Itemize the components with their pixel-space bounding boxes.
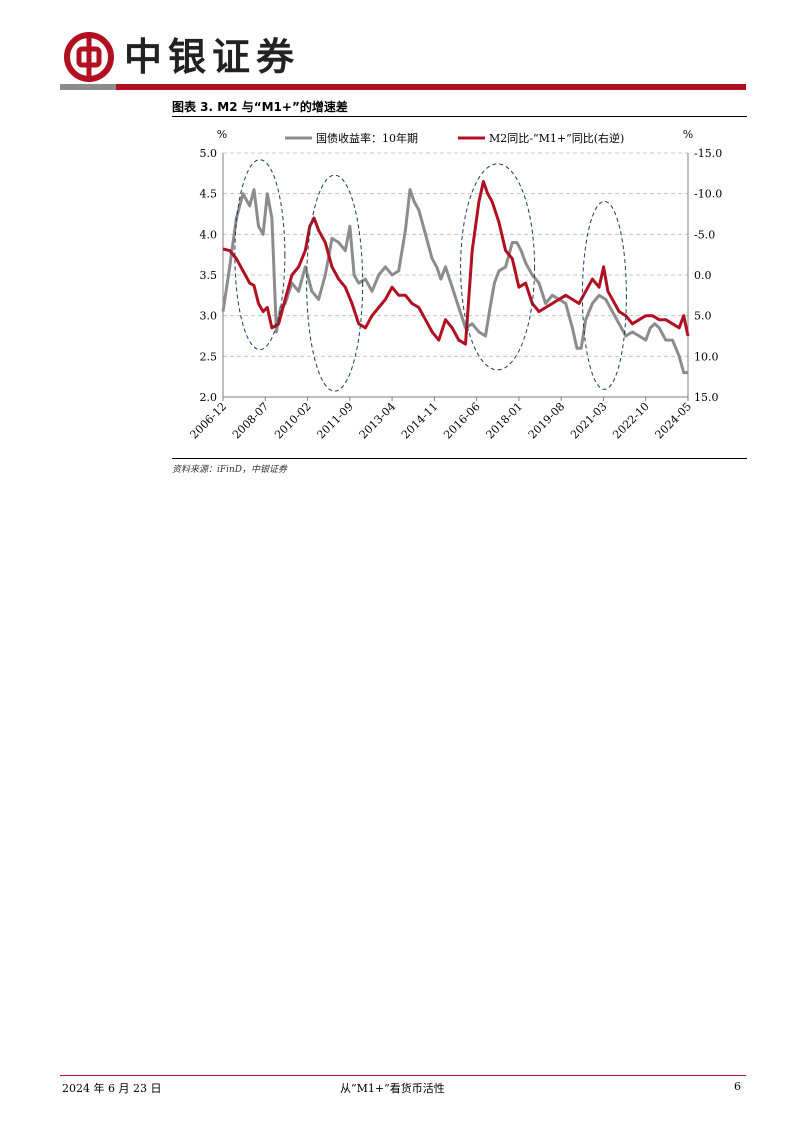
- footer-divider: [60, 1075, 746, 1076]
- left-tick-label: 5.0: [200, 147, 218, 160]
- x-tick-label: 2018-01: [484, 400, 526, 442]
- x-tick-label: 2022-10: [610, 400, 652, 442]
- brand-header: 中银证券: [64, 32, 300, 82]
- figure-bottom-rule: [172, 458, 747, 459]
- right-tick-label: 10.0: [694, 350, 719, 363]
- footer-date: 2024 年 6 月 23 日: [62, 1082, 162, 1095]
- x-tick-label: 2010-02: [272, 400, 314, 442]
- highlight-ellipse: [460, 163, 536, 371]
- highlight-ellipses: [234, 159, 627, 392]
- highlight-ellipse: [306, 174, 364, 392]
- left-tick-label: 4.5: [200, 188, 218, 201]
- series-lines: [221, 180, 690, 375]
- figure-title: 图表 3. M2 与“M1+”的增速差: [172, 100, 348, 114]
- right-tick-label: -10.0: [694, 188, 722, 201]
- legend-label-m2-spread: M2同比-“M1+”同比(右逆): [489, 131, 624, 145]
- figure-source: 资料来源：iFinD，中银证券: [172, 465, 288, 475]
- x-tick-label: 2008-07: [230, 400, 272, 442]
- highlight-ellipse: [234, 159, 286, 351]
- left-tick-label: 3.0: [200, 310, 218, 323]
- x-tick-label: 2013-04: [357, 400, 399, 442]
- x-tick-label: 2021-03: [568, 400, 610, 442]
- series-line-m2-m1plus-spread: [222, 180, 690, 346]
- right-tick-label: 5.0: [694, 310, 712, 323]
- header-divider: [60, 84, 746, 90]
- x-tick-label: 2024-05: [653, 400, 695, 442]
- series-line-bond-yield: [221, 188, 688, 375]
- left-tick-label: 3.5: [200, 269, 218, 282]
- highlight-ellipse: [581, 200, 627, 390]
- chart-legend: 国债收益率：10年期 M2同比-“M1+”同比(右逆): [285, 131, 624, 145]
- x-tick-label: 2006-12: [188, 400, 230, 442]
- title-rule: [172, 116, 747, 117]
- yield-vs-m2-chart: 2.0 2.5 3.0 3.5 4.0 4.5 5.0 -15.0 -10.0 -5.0 0.0 5…: [188, 128, 723, 442]
- legend-label-bond-yield: 国债收益率：10年期: [316, 131, 418, 145]
- right-axis-unit: %: [683, 128, 693, 141]
- left-tick-label: 2.0: [200, 391, 218, 404]
- x-tick-label: 2016-06: [441, 400, 483, 442]
- grid-lines: [223, 152, 688, 357]
- x-tick-label: 2014-11: [399, 400, 441, 442]
- brand-name: 中银证券: [124, 35, 301, 79]
- axes: [222, 153, 689, 398]
- right-tick-label: 0.0: [694, 269, 712, 282]
- page-number: 6: [734, 1080, 741, 1093]
- left-tick-label: 4.0: [200, 228, 218, 241]
- x-tick-label: 2011-09: [314, 400, 356, 442]
- left-axis-ticks: 2.0 2.5 3.0 3.5 4.0 4.5 5.0: [200, 147, 218, 404]
- x-tick-label: 2019-08: [526, 400, 568, 442]
- footer-doc-title: 从“M1+”看货币活性: [340, 1082, 445, 1095]
- left-axis-unit: %: [217, 128, 227, 141]
- right-tick-label: -15.0: [694, 147, 722, 160]
- right-tick-label: -5.0: [694, 228, 715, 241]
- bank-of-china-logo-icon: [64, 32, 114, 82]
- right-tick-label: 15.0: [694, 391, 719, 404]
- left-tick-label: 2.5: [200, 350, 218, 363]
- x-axis-ticks: 2006-12 2008-07 2010-02 2011-09 2013-04 2014-…: [188, 397, 695, 442]
- right-axis-ticks: -15.0 -10.0 -5.0 0.0 5.0 10.0 15.0: [694, 147, 722, 404]
